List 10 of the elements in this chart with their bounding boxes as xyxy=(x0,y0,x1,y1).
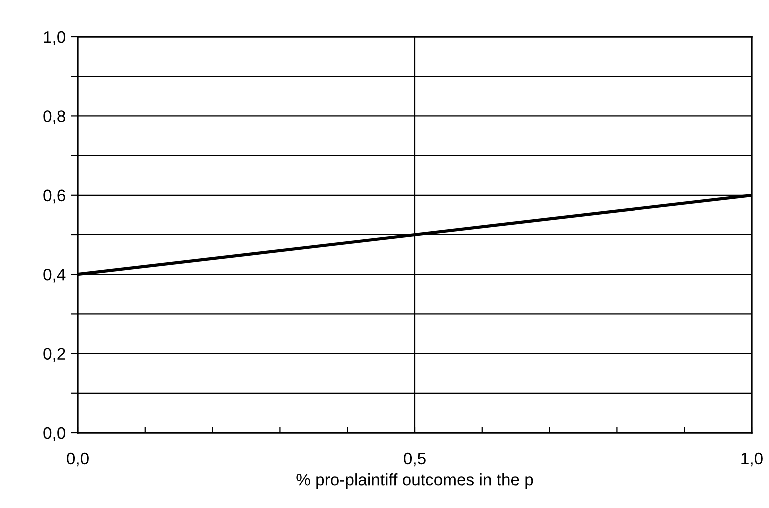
y-tick-label: 0,6 xyxy=(44,190,66,204)
y-tick-label: 0,4 xyxy=(44,269,66,283)
x-axis-title: % pro-plaintiff outcomes in the p xyxy=(296,474,534,490)
y-tick-label: 0,2 xyxy=(44,348,66,362)
y-tick-label: 0,8 xyxy=(44,110,66,124)
x-tick-label: 1,0 xyxy=(742,452,763,467)
y-tick-label: 1,0 xyxy=(44,31,66,46)
y-tick-label: 0,0 xyxy=(44,427,66,442)
x-tick-label: 0,0 xyxy=(67,452,89,467)
x-tick-label: 0,5 xyxy=(404,452,426,467)
